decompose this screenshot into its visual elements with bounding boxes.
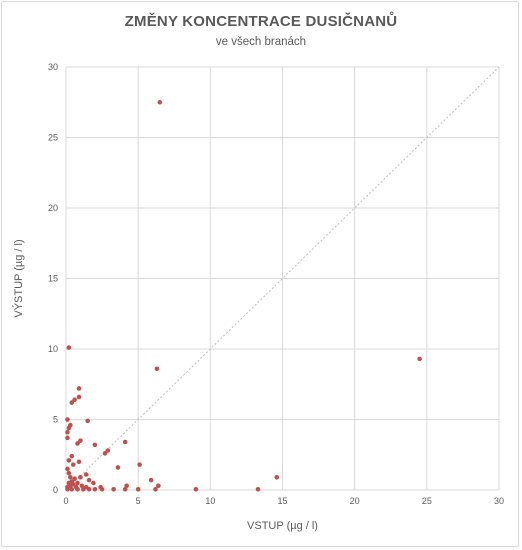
data-point — [148, 477, 154, 483]
data-point — [69, 400, 75, 405]
data-point — [68, 475, 73, 480]
data-point — [85, 418, 90, 424]
data-point — [274, 475, 280, 480]
x-tick-label: 25 — [422, 496, 432, 506]
data-point — [78, 475, 83, 480]
data-point — [65, 429, 70, 435]
x-tick-label: 15 — [277, 496, 287, 506]
x-axis-ticks: 0 5 10 15 20 25 30 — [63, 496, 504, 506]
data-point — [111, 486, 116, 492]
data-point — [91, 480, 96, 486]
data-point — [105, 448, 111, 453]
data-point — [193, 486, 199, 492]
y-tick-label: 0 — [53, 485, 58, 495]
data-point — [69, 486, 75, 492]
data-point — [81, 486, 86, 492]
x-tick-label: 20 — [350, 496, 360, 506]
chart-title: ZMĚNY KONCENTRACE DUSIČNANŮ — [124, 13, 398, 30]
data-point — [137, 462, 142, 467]
data-point — [102, 451, 108, 456]
x-tick-label: 5 — [136, 496, 141, 506]
data-point — [75, 480, 80, 486]
data-point — [72, 476, 77, 482]
data-point — [65, 466, 70, 472]
x-tick-label: 10 — [205, 496, 215, 506]
data-point — [417, 356, 422, 362]
data-point — [75, 486, 80, 492]
data-point — [65, 435, 70, 441]
x-tick-label: 0 — [63, 496, 68, 506]
data-point — [99, 486, 105, 492]
x-tick-label: 30 — [494, 496, 504, 506]
data-point — [76, 394, 82, 400]
data-point — [66, 345, 72, 350]
data-point — [154, 366, 160, 372]
data-point — [122, 439, 128, 445]
data-point — [115, 465, 121, 470]
data-point — [66, 425, 72, 431]
y-axis-label: VÝSTUP (µg / l) — [12, 239, 25, 317]
data-point — [76, 459, 82, 465]
data-point — [65, 486, 70, 492]
y-tick-label: 30 — [48, 62, 58, 72]
data-point — [92, 486, 98, 492]
data-points — [65, 99, 422, 492]
y-tick-label: 20 — [48, 203, 58, 213]
data-point — [83, 472, 89, 477]
y-axis-ticks: 0 5 10 15 20 25 30 — [48, 62, 58, 495]
y-tick-label: 15 — [48, 274, 58, 284]
data-point — [70, 462, 76, 467]
data-point — [66, 470, 72, 476]
data-point — [79, 483, 85, 489]
data-point — [65, 417, 70, 422]
data-point — [86, 477, 92, 483]
data-point — [72, 397, 77, 403]
identity-diagonal — [65, 66, 500, 491]
x-axis-label: VSTUP (µg / l) — [247, 520, 318, 532]
data-point — [76, 386, 82, 391]
data-point — [86, 486, 92, 492]
data-point — [78, 438, 83, 443]
data-point — [156, 483, 161, 489]
data-point — [124, 483, 129, 489]
data-point — [75, 441, 80, 446]
y-tick-label: 5 — [53, 415, 58, 425]
data-point — [135, 486, 141, 492]
data-point — [255, 486, 261, 492]
data-point — [92, 442, 98, 448]
y-tick-label: 25 — [48, 133, 58, 143]
y-tick-label: 10 — [48, 344, 58, 354]
data-point — [122, 486, 128, 492]
data-point — [153, 486, 158, 492]
data-point — [69, 453, 75, 459]
chart-subtitle: ve všech branách — [215, 36, 307, 48]
data-point — [157, 99, 163, 105]
data-point — [66, 458, 72, 463]
